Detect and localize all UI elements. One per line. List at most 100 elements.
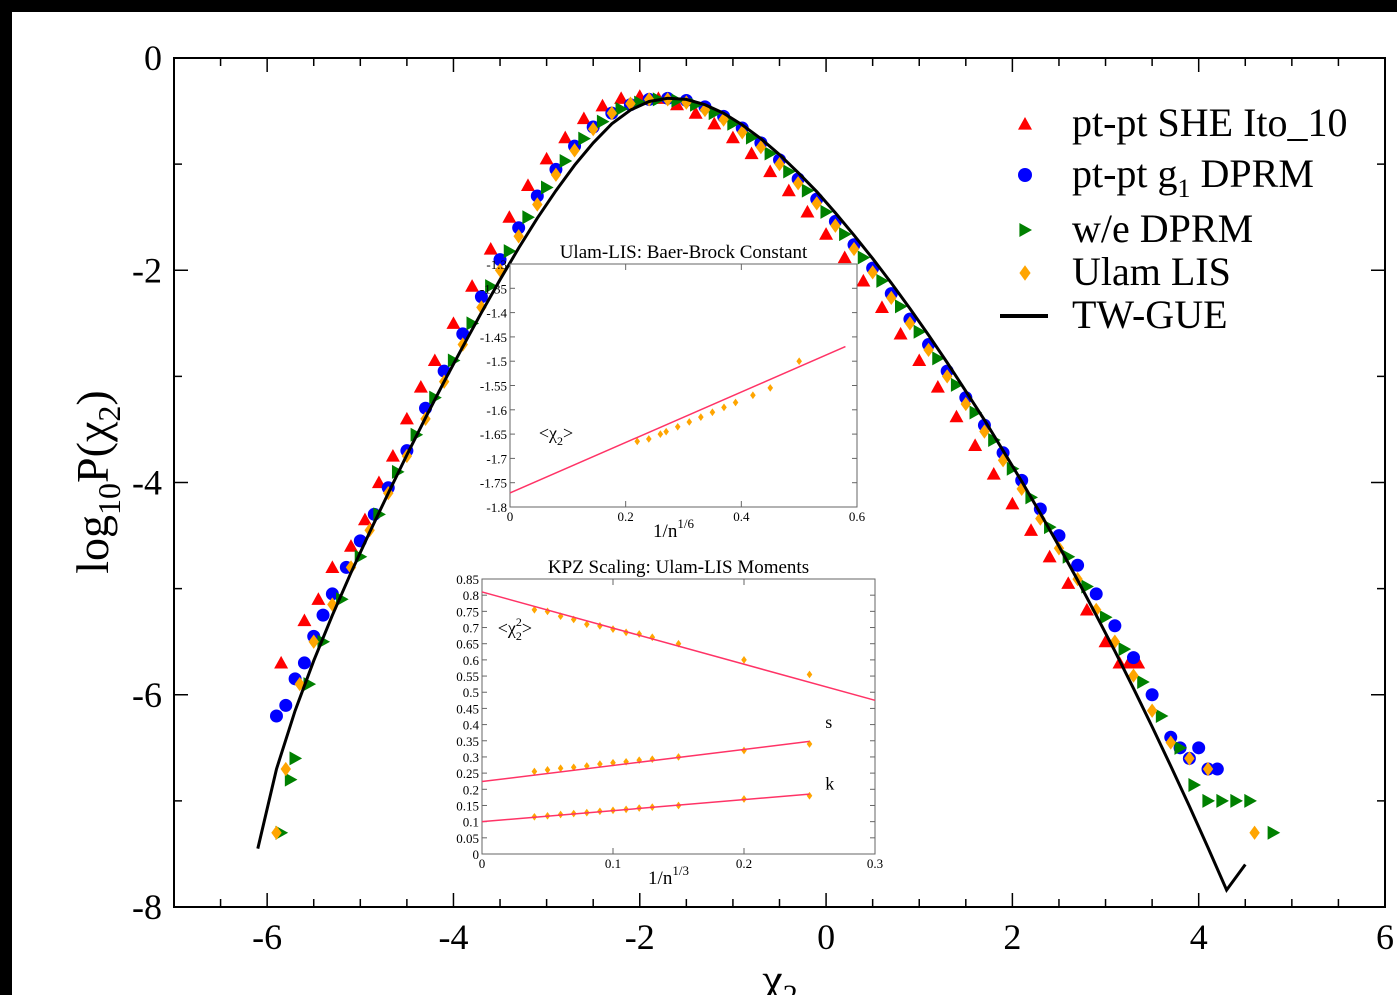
data-point — [801, 183, 815, 198]
x-tick-label: 2 — [1003, 917, 1021, 957]
data-point — [520, 178, 535, 191]
data-point — [316, 608, 330, 622]
data-point — [1121, 655, 1136, 669]
data-point — [893, 326, 908, 340]
data-point — [413, 379, 428, 393]
data-point — [493, 253, 507, 267]
inset-y-tick-label: -1.35 — [480, 281, 507, 296]
inset-data-point — [646, 435, 652, 443]
data-point — [1098, 634, 1113, 648]
inset-data-point — [610, 625, 616, 633]
inset-x-tick-label: 0 — [507, 509, 514, 524]
inset-data-point — [796, 357, 802, 366]
data-point — [269, 709, 283, 723]
data-point — [913, 324, 927, 339]
data-point — [284, 772, 298, 787]
data-point — [1089, 587, 1103, 601]
data-point — [912, 353, 927, 367]
inset-y-tick-label: -1.65 — [480, 427, 507, 442]
inset-series-0 — [634, 357, 802, 446]
inset-data-point — [750, 391, 756, 400]
legend-entry: pt-pt SHE Ito_10 — [1072, 100, 1348, 145]
y-axis-label-sub2: 2 — [91, 406, 127, 422]
inset-data-point — [732, 398, 739, 407]
data-point — [357, 512, 372, 526]
data-point — [541, 180, 554, 195]
data-point — [1249, 825, 1260, 840]
inset-annotation-text: s — [825, 712, 832, 732]
data-point — [1137, 675, 1150, 690]
inset-data-point — [531, 605, 538, 614]
data-point — [681, 95, 692, 110]
y-axis-label-group: log10P(χ2) — [67, 390, 127, 573]
inset-y-tick-label: -1.7 — [486, 451, 507, 466]
inset-y-tick-label: 0.05 — [456, 831, 479, 846]
inset-fit-line — [481, 591, 876, 702]
data-point — [755, 139, 767, 155]
data-point — [1024, 523, 1039, 536]
inset-x-label-sup: 1/3 — [672, 863, 689, 878]
y-tick-label: 0 — [144, 38, 162, 78]
y-axis-label-log: log — [67, 515, 118, 574]
legend-entry: TW-GUE — [1072, 292, 1228, 337]
data-point — [923, 342, 934, 357]
data-point — [1109, 634, 1121, 649]
data-point — [474, 290, 488, 304]
inset-series-3 — [481, 740, 810, 783]
inset-series-1 — [481, 591, 876, 702]
black-border-top — [0, 0, 1397, 12]
inset-y-tick-label: -1.45 — [480, 330, 507, 345]
data-point — [876, 273, 889, 288]
data-point — [874, 300, 889, 313]
data-point — [867, 265, 878, 280]
data-point — [792, 176, 804, 191]
data-point — [1210, 762, 1224, 776]
data-point — [763, 164, 778, 178]
inset-y-tick-label: -1.5 — [486, 354, 507, 369]
data-point — [1155, 708, 1169, 723]
inset-frame — [509, 263, 858, 508]
inset-x-tick-label: 0.6 — [849, 509, 866, 524]
data-point — [1126, 651, 1140, 665]
inset-data-point — [806, 791, 813, 800]
legend-label: TW-GUE — [1072, 292, 1228, 337]
data-point — [596, 114, 610, 129]
data-point — [587, 121, 599, 137]
data-point — [485, 279, 498, 294]
data-point — [280, 761, 291, 777]
inset-data-point — [531, 767, 538, 776]
data-point — [718, 112, 729, 127]
inset-y-tick-label: 0.25 — [456, 766, 479, 781]
tw-gue-curve — [256, 96, 1247, 893]
data-point — [1145, 688, 1159, 702]
data-point — [1146, 703, 1158, 718]
inset-y-tick-label: 0.8 — [463, 588, 479, 603]
data-point — [606, 106, 618, 121]
data-point — [986, 467, 1001, 480]
legend-entry: Ulam LIS — [1072, 249, 1231, 294]
data-point — [522, 210, 535, 225]
inset-data-point — [806, 670, 813, 679]
data-point — [941, 369, 953, 384]
inset-data-point — [709, 408, 716, 417]
x-tick-label: 0 — [817, 917, 835, 957]
data-point — [578, 131, 591, 146]
inset-y-tick-label: 0.65 — [456, 637, 479, 652]
inset-data-point — [597, 760, 603, 768]
inset-title: KPZ Scaling: Ulam-LIS Moments — [548, 557, 809, 578]
x-axis-label-sub: 2 — [783, 979, 798, 995]
data-point — [837, 250, 852, 264]
inset-annotation-post: > — [563, 423, 573, 443]
data-point — [819, 227, 834, 240]
inset-x-label-main: 1/n — [648, 868, 673, 889]
inset-data-point — [698, 413, 704, 421]
inset-y-tick-label: 0.35 — [456, 734, 479, 749]
data-point — [1079, 602, 1094, 616]
data-point — [297, 613, 312, 627]
data-point — [427, 353, 442, 367]
data-point — [969, 405, 983, 420]
legend-label: Ulam LIS — [1072, 249, 1231, 294]
